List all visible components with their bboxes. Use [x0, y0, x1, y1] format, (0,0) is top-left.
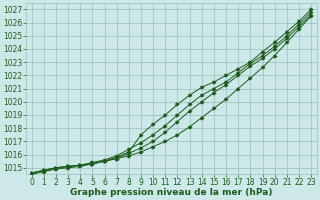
- X-axis label: Graphe pression niveau de la mer (hPa): Graphe pression niveau de la mer (hPa): [70, 188, 273, 197]
